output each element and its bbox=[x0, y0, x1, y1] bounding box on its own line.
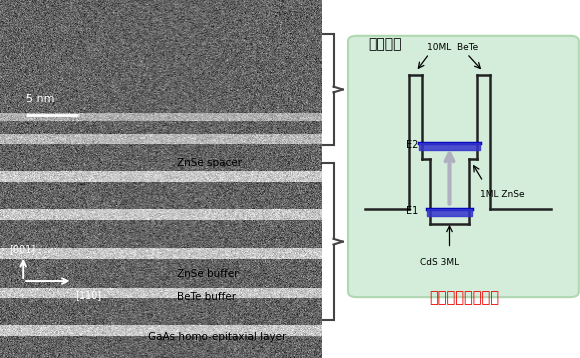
Text: 量子井戸: 量子井戸 bbox=[368, 38, 402, 52]
Text: ZnSe spacer: ZnSe spacer bbox=[177, 158, 242, 168]
Text: 1ML ZnSe: 1ML ZnSe bbox=[480, 190, 525, 199]
Text: 5 nm: 5 nm bbox=[26, 94, 55, 104]
Text: BeTe buffer: BeTe buffer bbox=[177, 292, 236, 302]
Text: [110]: [110] bbox=[75, 290, 102, 300]
Text: 10ML  BeTe: 10ML BeTe bbox=[427, 43, 478, 52]
Text: GaAs homo-epitaxial layer: GaAs homo-epitaxial layer bbox=[148, 332, 287, 342]
FancyBboxPatch shape bbox=[348, 36, 579, 297]
Text: E2: E2 bbox=[406, 140, 418, 150]
Text: [001]: [001] bbox=[9, 244, 35, 254]
Text: CdS 3ML: CdS 3ML bbox=[420, 258, 459, 267]
Text: ZnSe buffer: ZnSe buffer bbox=[177, 269, 238, 279]
Text: サブバンド間遷移: サブバンド間遷移 bbox=[429, 290, 499, 305]
Text: E1: E1 bbox=[406, 206, 418, 216]
